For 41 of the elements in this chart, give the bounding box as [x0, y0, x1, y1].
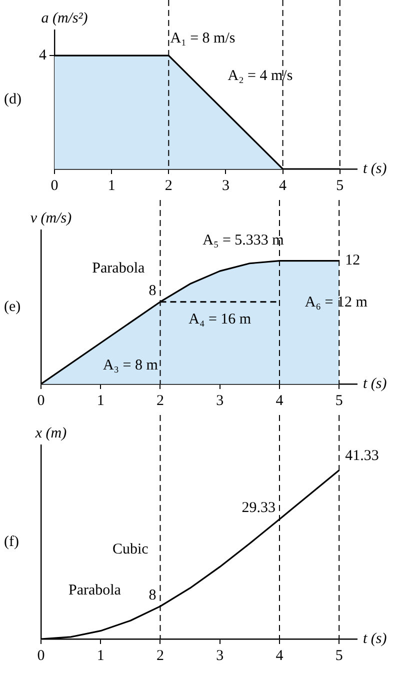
x-tick-label: 5: [336, 178, 344, 194]
text: (d): [4, 91, 22, 108]
x-tick-label: 1: [96, 648, 104, 664]
x-tick-label: 1: [108, 178, 116, 194]
x-tick-label: 0: [50, 178, 58, 194]
annotation: A₂ = 4 m/s: [228, 68, 293, 84]
x-axis-title: t (s): [363, 160, 387, 177]
annotation: Parabola: [92, 260, 145, 276]
x-tick-label: 1: [96, 392, 104, 409]
y-axis-title: v (m/s): [30, 210, 72, 226]
annotation: Parabola: [68, 582, 122, 598]
annotation: Cubic: [112, 542, 149, 558]
x-tick-label: 5: [335, 392, 343, 409]
y-axis-title: a (m/s²): [41, 10, 88, 26]
annotation: A₆ = 12 m: [304, 294, 368, 310]
data-label: 8: [148, 282, 156, 299]
x-tick-label: 2: [156, 392, 164, 409]
text: (f): [4, 534, 19, 550]
x-tick-label: 5: [335, 648, 343, 664]
data-label: 41.33: [345, 448, 379, 464]
x-axis-title: t (s): [363, 376, 387, 392]
annotation: A₁ = 8 m/s: [170, 30, 236, 46]
data-label: 12: [345, 252, 360, 269]
annotation: A₄ = 16 m: [188, 311, 252, 328]
x-tick-label: 3: [222, 178, 230, 194]
annotation: A₅ = 5.333 m: [202, 232, 284, 249]
y-axis-title: x (m): [34, 425, 67, 442]
x-tick-label: 0: [37, 648, 45, 664]
annotation: A₃ = 8 m: [102, 357, 158, 374]
data-label: 29.33: [242, 500, 276, 516]
x-tick-label: 2: [156, 648, 164, 664]
x-tick-label: 4: [276, 648, 284, 664]
x-tick-label: 2: [164, 178, 172, 194]
data-label: 8: [148, 587, 156, 604]
x-tick-label: 3: [216, 392, 224, 409]
x-tick-label: 3: [216, 648, 224, 664]
x-axis-title: t (s): [363, 630, 387, 647]
x-tick-label: 4: [279, 178, 288, 194]
text: (e): [4, 298, 21, 315]
x-tick-label: 4: [276, 392, 284, 409]
x-tick-label: 0: [37, 392, 45, 409]
